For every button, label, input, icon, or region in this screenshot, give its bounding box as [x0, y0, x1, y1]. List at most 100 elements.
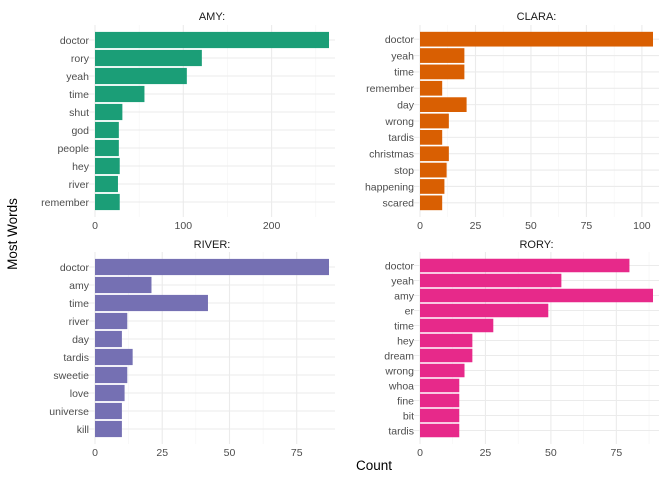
- category-label: stop: [394, 165, 414, 177]
- bar-god: [95, 121, 119, 139]
- bar-bit: [420, 408, 460, 423]
- bar-time: [420, 318, 494, 333]
- bar-people: [95, 139, 119, 157]
- bar-doctor: [95, 258, 329, 276]
- bar-time: [95, 294, 208, 312]
- y-axis-title: Most Words: [5, 198, 20, 270]
- x-tick-label: 200: [263, 220, 281, 232]
- x-tick-label: 100: [633, 220, 651, 232]
- category-label: people: [57, 143, 89, 155]
- category-label: happening: [365, 181, 414, 193]
- bar-doctor: [95, 31, 329, 49]
- category-label: time: [69, 89, 89, 101]
- x-tick-label: 25: [480, 447, 492, 459]
- category-label: universe: [49, 406, 89, 418]
- bar-day: [420, 97, 467, 112]
- panel-title: AMY:: [199, 11, 225, 23]
- category-label: amy: [69, 280, 90, 292]
- bar-er: [420, 303, 549, 318]
- category-label: bit: [403, 410, 414, 422]
- x-tick-label: 75: [611, 447, 623, 459]
- bar-remember: [420, 80, 443, 96]
- x-tick-label: 0: [417, 447, 423, 459]
- x-tick-label: 25: [156, 447, 168, 459]
- panel-2: doctor amy time river day tardis sweetie love un…: [49, 239, 335, 459]
- bar-fine: [420, 393, 460, 408]
- x-tick-label: 0: [417, 220, 423, 232]
- x-tick-label: 75: [581, 220, 593, 232]
- bar-river: [95, 312, 128, 330]
- panel-1: doctor yeah time remember day wrong tardis chri…: [365, 11, 659, 232]
- bar-day: [95, 330, 122, 348]
- bar-wrong: [420, 363, 465, 378]
- bar-amy: [95, 276, 152, 294]
- category-label: doctor: [385, 260, 415, 272]
- category-label: tardis: [388, 425, 414, 437]
- category-label: scared: [382, 198, 414, 210]
- bar-kill: [95, 420, 122, 438]
- panels-layer: doctor rory yeah time shut god people hey river r…: [41, 11, 659, 459]
- category-label: amy: [394, 290, 415, 302]
- category-label: whoa: [388, 380, 414, 392]
- bar-yeah: [420, 273, 562, 288]
- x-tick-label: 75: [291, 447, 303, 459]
- category-label: remember: [41, 197, 89, 209]
- bar-yeah: [420, 48, 465, 63]
- bar-happening: [420, 179, 445, 194]
- category-label: river: [69, 179, 90, 191]
- category-label: time: [394, 320, 414, 332]
- x-axis-title: Count: [356, 458, 392, 473]
- bar-stop: [420, 162, 447, 178]
- panel-0: doctor rory yeah time shut god people hey river r…: [41, 11, 335, 232]
- bar-doctor: [420, 258, 630, 273]
- x-tick-label: 100: [175, 220, 193, 232]
- bar-whoa: [420, 378, 460, 393]
- category-label: hey: [72, 161, 90, 173]
- category-label: tardis: [388, 132, 414, 144]
- category-label: yeah: [66, 71, 89, 83]
- category-label: rory: [71, 53, 90, 65]
- category-label: wrong: [384, 365, 414, 377]
- category-label: tardis: [63, 352, 89, 364]
- bar-hey: [420, 333, 473, 348]
- bar-shut: [95, 103, 123, 121]
- category-label: christmas: [369, 149, 414, 161]
- bar-time: [95, 85, 145, 103]
- x-tick-label: 50: [545, 447, 557, 459]
- bar-yeah: [95, 67, 187, 85]
- bar-tardis: [95, 348, 133, 366]
- panel-title: CLARA:: [517, 11, 557, 23]
- category-label: doctor: [60, 35, 90, 47]
- panel-title: RORY:: [519, 239, 553, 251]
- category-label: wrong: [384, 116, 414, 128]
- x-tick-label: 0: [92, 447, 98, 459]
- category-label: shut: [69, 107, 89, 119]
- category-label: time: [394, 67, 414, 79]
- bar-universe: [95, 402, 122, 420]
- panel-title: RIVER:: [194, 239, 231, 251]
- category-label: doctor: [60, 262, 90, 274]
- bar-hey: [95, 157, 120, 175]
- category-label: day: [397, 99, 415, 111]
- bar-rory: [95, 49, 202, 67]
- bar-scared: [420, 195, 443, 211]
- bar-remember: [95, 193, 120, 211]
- bar-love: [95, 384, 125, 402]
- category-label: yeah: [391, 50, 414, 62]
- bar-doctor: [420, 31, 653, 47]
- x-tick-label: 50: [224, 447, 236, 459]
- category-label: dream: [384, 350, 414, 362]
- category-label: kill: [77, 424, 89, 436]
- category-label: fine: [397, 395, 414, 407]
- bar-tardis: [420, 130, 443, 145]
- x-tick-label: 50: [525, 220, 537, 232]
- bar-amy: [420, 288, 653, 303]
- x-tick-label: 25: [470, 220, 482, 232]
- category-label: hey: [397, 335, 415, 347]
- x-tick-label: 0: [92, 220, 98, 232]
- panel-3: doctor yeah amy er time hey dream wrong whoa fine…: [384, 239, 659, 459]
- bar-wrong: [420, 113, 449, 129]
- bar-river: [95, 175, 118, 193]
- category-label: god: [71, 125, 89, 137]
